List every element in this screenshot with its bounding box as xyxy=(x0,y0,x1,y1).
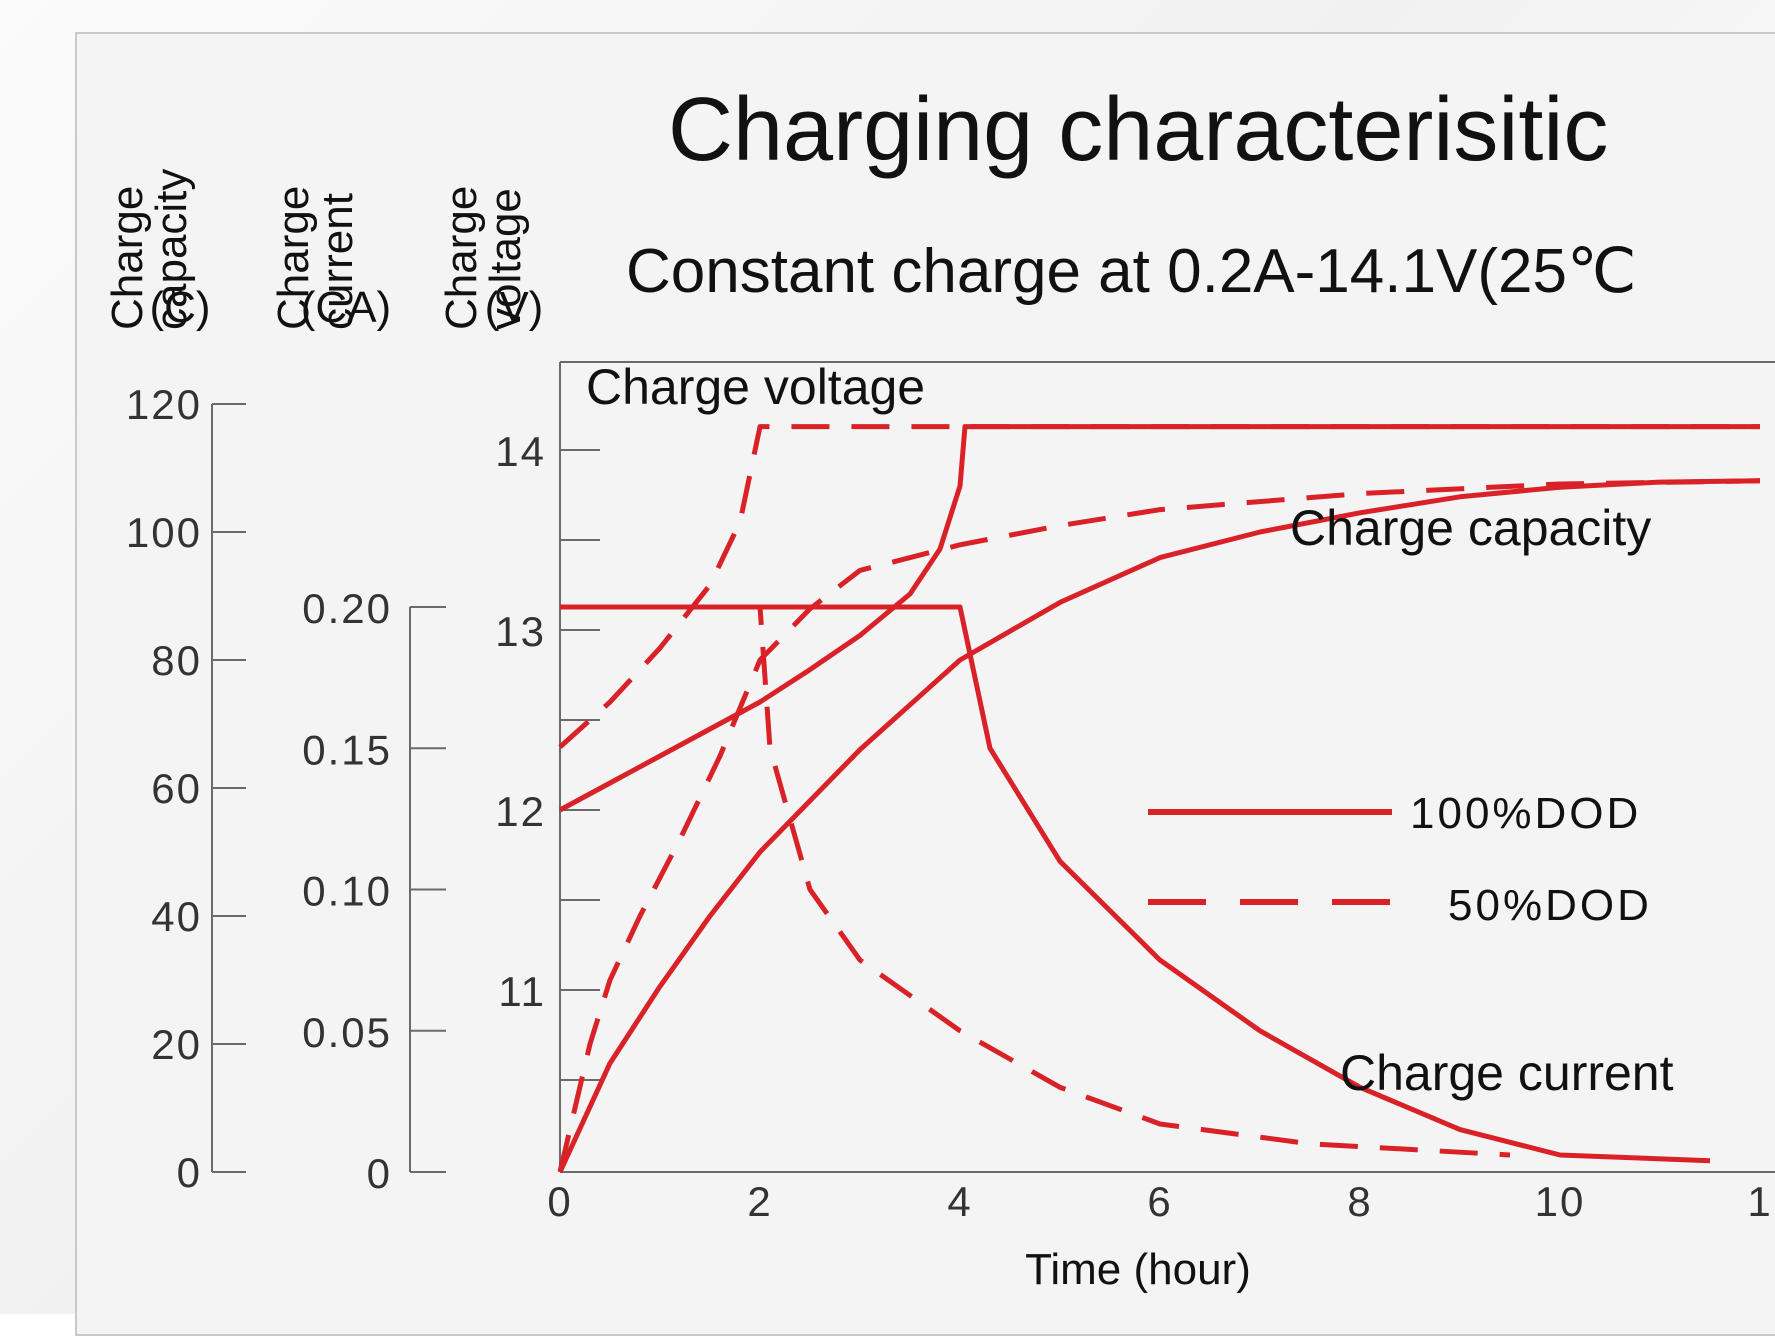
current-100-dod-line xyxy=(560,604,1711,1164)
current-tick-label: 0.20 xyxy=(302,585,392,632)
chart-title: Charging characterisitic xyxy=(668,80,1608,180)
current-tick-label: 0.05 xyxy=(302,1009,392,1056)
voltage-tick-label: 14 xyxy=(495,428,546,475)
axis-title-current-unit: (CA) xyxy=(301,283,391,332)
capacity-tick-label: 60 xyxy=(151,765,202,812)
capacity-tick-label: 120 xyxy=(126,381,202,428)
capacity-tick-label: 20 xyxy=(151,1021,202,1068)
voltage-tick-label: 12 xyxy=(495,788,546,835)
axis-title-capacity-line-0: Charge xyxy=(103,186,152,330)
time-tick-label: 0 xyxy=(547,1178,572,1225)
axis-title-capacity-unit: (C) xyxy=(149,283,210,332)
capacity-tick-label: 80 xyxy=(151,637,202,684)
axis-title-current-line-0: Charge xyxy=(269,186,318,330)
legend-label-100-dod: 100%DOD xyxy=(1410,789,1641,838)
time-tick-label: 10 xyxy=(1535,1178,1586,1225)
time-tick-label: 1 xyxy=(1747,1178,1772,1225)
time-tick-label: 4 xyxy=(947,1178,972,1225)
time-axis-title: Time (hour) xyxy=(1025,1245,1251,1294)
capacity-50-dod-line xyxy=(557,478,1761,1173)
annotation-charge-voltage: Charge voltage xyxy=(586,359,925,415)
voltage-tick-label: 13 xyxy=(495,608,546,655)
axis-title-voltage-line-0: Charge xyxy=(437,186,486,330)
voltage-100-dod-line xyxy=(558,424,1760,813)
chart-panel xyxy=(75,32,1775,1336)
current-tick-label: 0.15 xyxy=(302,726,392,773)
time-tick-label: 2 xyxy=(747,1178,772,1225)
axis-title-capacity-line-1: capacity xyxy=(147,169,196,330)
axis-title-voltage-line-1: voltage xyxy=(481,188,530,330)
time-tick-label: 6 xyxy=(1147,1178,1172,1225)
axis-title-current-line-1: current xyxy=(313,193,362,330)
voltage-50-dod-line xyxy=(558,424,1760,749)
capacity-tick-label: 100 xyxy=(126,509,202,556)
chart-subtitle: Constant charge at 0.2A-14.1V(25℃ xyxy=(626,237,1637,306)
capacity-tick-label: 40 xyxy=(151,893,202,940)
annotation-charge-capacity: Charge capacity xyxy=(1290,500,1651,556)
capacity-100-dod-line xyxy=(557,478,1761,1174)
current-50-dod-line xyxy=(560,604,1511,1158)
capacity-tick-label: 0 xyxy=(177,1149,202,1196)
time-tick-label: 8 xyxy=(1347,1178,1372,1225)
axis-title-voltage-unit: (V) xyxy=(485,283,544,332)
voltage-tick-label: 11 xyxy=(498,968,546,1015)
annotation-charge-current: Charge current xyxy=(1340,1045,1674,1101)
legend-label-50-dod: 50%DOD xyxy=(1448,881,1652,930)
current-tick-label: 0 xyxy=(367,1150,392,1197)
current-tick-label: 0.10 xyxy=(302,868,392,915)
